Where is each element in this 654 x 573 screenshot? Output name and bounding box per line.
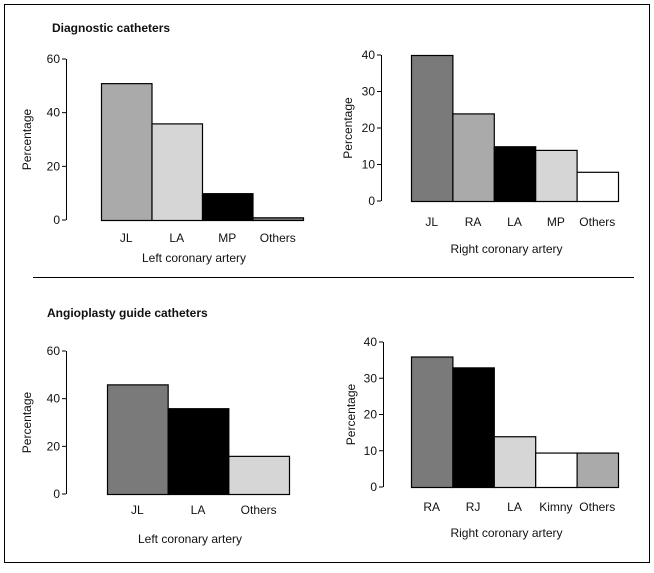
x-category-label: Others (579, 500, 615, 514)
y-axis-title: Percentage (20, 108, 34, 170)
x-category-label: MP (547, 215, 565, 229)
x-category-label: JL (120, 231, 133, 245)
x-category-label: RA (465, 215, 482, 229)
y-tick-label: 40 (362, 48, 376, 62)
y-axis-title: Percentage (344, 383, 358, 445)
bar-others (576, 171, 620, 203)
bar-chart-2: 0 10 20 30 40 JL RA LA MP Others Right coronary ar… (341, 48, 620, 256)
bar-la (493, 436, 537, 489)
bar-chart-1: 0 20 40 60 JL LA MP Others Left coronary artery P… (20, 52, 305, 265)
bar-ra (452, 113, 495, 203)
bar-ra (410, 356, 454, 489)
y-tick-label: 40 (47, 106, 61, 120)
bar-mp (535, 149, 578, 203)
x-category-label: RJ (466, 500, 481, 514)
x-category-label: Kimny (539, 500, 572, 514)
y-tick-label: 20 (362, 121, 376, 135)
bar-mp (201, 193, 254, 222)
x-category-label: Others (241, 503, 277, 517)
bar-la (167, 408, 230, 496)
section-title-angioplasty: Angioplasty guide catheters (47, 306, 208, 320)
bar-others (576, 452, 620, 489)
x-axis-title: Left coronary artery (138, 532, 242, 546)
x-category-label: MP (218, 231, 236, 245)
y-tick-label: 20 (47, 439, 61, 453)
bar-jl (106, 384, 169, 496)
y-tick-label: 30 (364, 371, 378, 385)
x-category-label: JL (425, 215, 438, 229)
y-tick-label: 0 (53, 487, 60, 501)
x-axis-title: Right coronary artery (450, 526, 562, 540)
bar-others (252, 217, 305, 222)
y-tick-label: 60 (47, 344, 61, 358)
x-category-label: RA (423, 500, 440, 514)
y-tick-label: 0 (370, 480, 377, 494)
bar-chart-4: 0 10 20 30 40 RA RJ LA Kimny Others Right coronary… (344, 335, 620, 540)
y-axis-title: Percentage (341, 97, 355, 159)
y-tick-label: 10 (362, 158, 376, 172)
y-tick-label: 40 (364, 335, 378, 349)
y-tick-label: 40 (47, 392, 61, 406)
y-tick-label: 0 (53, 213, 60, 227)
bar-jl (100, 83, 153, 222)
x-axis-title: Right coronary artery (450, 242, 562, 256)
x-category-label: LA (507, 215, 522, 229)
y-axis-title: Percentage (20, 391, 34, 453)
bar-kimny (535, 452, 578, 489)
x-category-label: Others (260, 231, 296, 245)
x-category-label: LA (191, 503, 206, 517)
bar-jl (410, 54, 454, 203)
x-category-label: JL (131, 503, 144, 517)
y-tick-label: 10 (364, 444, 378, 458)
bar-others (228, 455, 291, 496)
x-category-label: LA (169, 231, 184, 245)
y-tick-label: 30 (362, 85, 376, 99)
y-tick-label: 0 (368, 194, 375, 208)
y-tick-label: 20 (364, 408, 378, 422)
bar-chart-3: 0 20 40 60 JL LA Others Left coronary artery Per… (20, 344, 291, 546)
y-tick-label: 20 (47, 159, 61, 173)
bar-la (493, 146, 537, 203)
bar-rj (452, 367, 495, 489)
x-category-label: Others (579, 215, 615, 229)
section-title-diagnostic: Diagnostic catheters (52, 21, 170, 35)
x-category-label: LA (507, 500, 522, 514)
y-tick-label: 60 (47, 52, 61, 66)
x-axis-title: Left coronary artery (142, 251, 246, 265)
bar-la (151, 123, 204, 222)
